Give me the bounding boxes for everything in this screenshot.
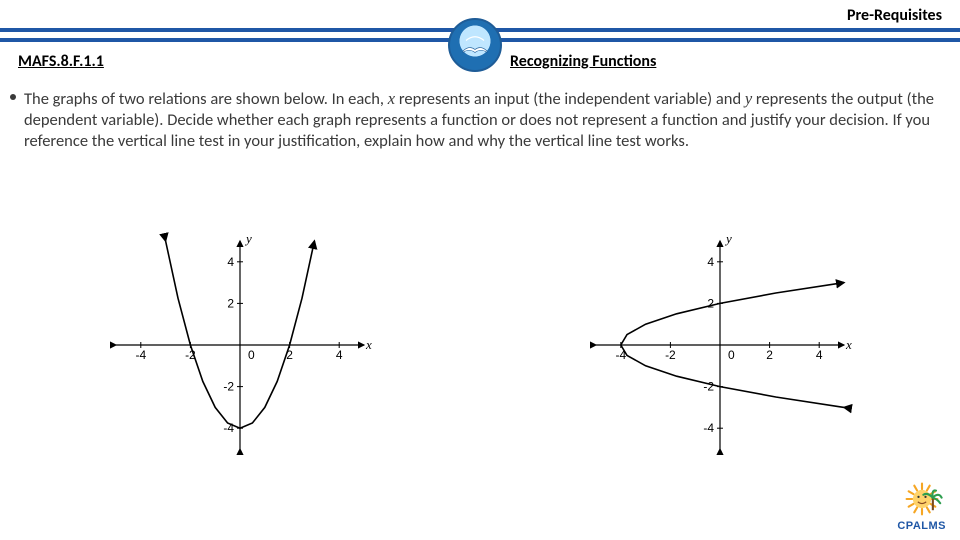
graph-left: -4-2024-4-224xy [100,225,380,465]
graph-left-cell: -4-2024-4-224xy [0,210,480,480]
svg-text:-2: -2 [665,348,676,362]
svg-text:4: 4 [707,255,714,269]
district-logo [448,18,502,72]
svg-text:-4: -4 [703,421,714,435]
prompt-paragraph: The graphs of two relations are shown be… [24,88,936,152]
prereq-label: Pre-Requisites [847,6,942,25]
svg-text:x: x [845,337,852,352]
sun-palm-icon [901,478,943,520]
svg-text:0: 0 [728,348,735,362]
prompt-text: The graphs of two relations are shown be… [24,89,934,151]
graphs-row: -4 -2 0 2 4 -4 -2 2 4 x y -4 -2 0 2 4 -4 -2 2 4 x y [0,210,960,480]
svg-text:x: x [365,337,372,352]
svg-text:2: 2 [766,348,773,362]
svg-text:-2: -2 [703,380,714,394]
svg-text:-4: -4 [135,348,146,362]
svg-text:4: 4 [816,348,823,362]
bullet-icon [10,94,16,100]
svg-text:y: y [244,231,252,246]
standard-code: MAFS.8.F.1.1 [18,52,104,71]
cpalms-logo: CPALMS [897,478,946,532]
graph-right-cell: -4 -2 0 2 4 -4 -2 2 4 x y [480,210,960,480]
svg-text:y: y [724,231,732,246]
graph-right: -4 -2 0 2 4 -4 -2 2 4 x y [580,225,860,465]
svg-text:-2: -2 [223,380,234,394]
svg-text:0: 0 [248,348,255,362]
cpalms-text: CPALMS [897,520,946,532]
svg-text:4: 4 [336,348,343,362]
svg-text:2: 2 [707,296,714,310]
svg-text:-4: -4 [615,348,626,362]
svg-text:4: 4 [227,255,234,269]
topic-title: Recognizing Functions [510,52,656,71]
svg-text:2: 2 [227,296,234,310]
open-book-icon [460,30,490,60]
